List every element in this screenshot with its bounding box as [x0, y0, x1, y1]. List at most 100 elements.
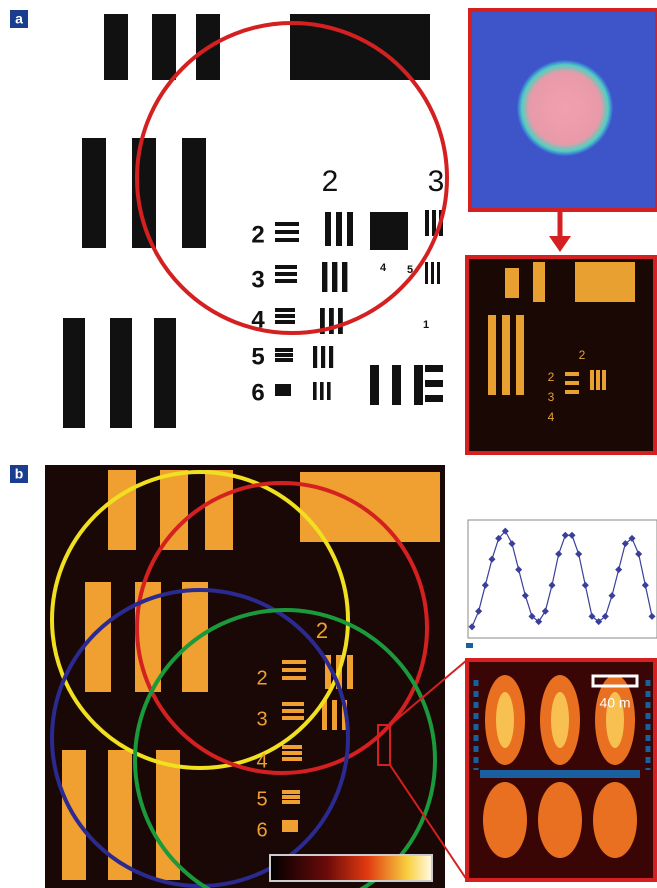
arrow-head: [549, 236, 571, 252]
bar: [282, 745, 302, 749]
bar: [370, 212, 408, 250]
colorbar: [270, 855, 432, 881]
blob: [538, 782, 582, 858]
bar: [282, 757, 302, 761]
row-label: 3: [256, 708, 267, 730]
bar: [152, 14, 176, 80]
small-label: 1: [423, 319, 429, 331]
bar: [425, 380, 443, 387]
bar: [282, 709, 304, 713]
bar: [275, 314, 295, 318]
row-label: 6: [256, 819, 267, 841]
bar: [425, 262, 428, 284]
bar: [565, 372, 579, 376]
bar: [425, 210, 429, 236]
bar: [82, 138, 106, 248]
beam-spot: [517, 60, 613, 156]
bar: [329, 346, 333, 368]
bar: [282, 668, 306, 672]
panel-label: a: [15, 11, 23, 27]
row-label: 4: [251, 306, 265, 333]
profile-marker: [466, 643, 473, 648]
row-label: 4: [256, 750, 267, 772]
bar: [322, 262, 327, 292]
bar: [182, 582, 208, 692]
bar: [313, 346, 317, 368]
bar: [160, 470, 188, 550]
bar: [332, 262, 337, 292]
bar: [156, 750, 180, 880]
bar: [565, 390, 579, 394]
bar: [282, 716, 304, 720]
bar: [321, 346, 325, 368]
bar: [342, 262, 347, 292]
bar: [533, 262, 545, 302]
bar: [275, 358, 293, 362]
bar: [275, 353, 293, 357]
bar: [320, 382, 324, 400]
inset-label: 4: [548, 410, 555, 424]
bar: [282, 800, 300, 804]
small-label: 5: [407, 264, 413, 276]
bar: [275, 320, 295, 324]
bar: [275, 272, 297, 276]
bar: [502, 315, 510, 395]
bar: [370, 365, 379, 405]
bar: [596, 370, 600, 390]
row-label: 3: [251, 266, 264, 293]
bar: [325, 212, 331, 246]
bar: [110, 318, 132, 428]
bar: [275, 230, 299, 234]
row-label: 6: [251, 379, 264, 406]
group-label: 3: [428, 165, 445, 198]
bar: [327, 382, 331, 400]
row-label: 2: [256, 667, 267, 689]
bar: [347, 655, 353, 689]
bar: [275, 238, 299, 242]
bar: [282, 828, 298, 832]
blob-core: [496, 692, 514, 748]
bar: [275, 265, 297, 269]
bar: [132, 138, 156, 248]
bar: [275, 279, 297, 283]
bar: [505, 268, 519, 298]
bar: [338, 308, 343, 334]
bar: [282, 795, 300, 799]
group-label: 2: [316, 618, 328, 643]
bar: [275, 384, 291, 388]
blob: [593, 782, 637, 858]
bar: [425, 365, 443, 372]
bar: [104, 14, 128, 80]
bar: [282, 660, 306, 664]
scale-label: 40 m: [599, 695, 630, 711]
bar: [516, 315, 524, 395]
bar: [282, 824, 298, 828]
small-label: 4: [380, 262, 387, 274]
bar: [565, 381, 579, 385]
bar: [85, 582, 111, 692]
bar: [205, 470, 233, 550]
bar: [275, 222, 299, 226]
bar: [282, 702, 304, 706]
bar: [431, 262, 434, 284]
bar: [282, 676, 306, 680]
row-label: 5: [251, 343, 264, 370]
bar: [63, 318, 85, 428]
blob: [483, 782, 527, 858]
panel-label: b: [15, 466, 24, 482]
bar: [282, 820, 298, 824]
figure: a b 40 m 23234564512234223456: [0, 0, 657, 888]
bar: [332, 700, 337, 730]
inset-label: 3: [548, 390, 555, 404]
bar: [437, 262, 440, 284]
inset-label: 2: [548, 370, 555, 384]
bar: [392, 365, 401, 405]
group-label: 2: [322, 165, 339, 198]
bar: [275, 308, 295, 312]
bar: [347, 212, 353, 246]
bar: [275, 392, 291, 396]
bar: [575, 262, 635, 302]
row-label: 2: [251, 221, 264, 248]
row-label: 5: [256, 788, 267, 810]
bar: [336, 212, 342, 246]
